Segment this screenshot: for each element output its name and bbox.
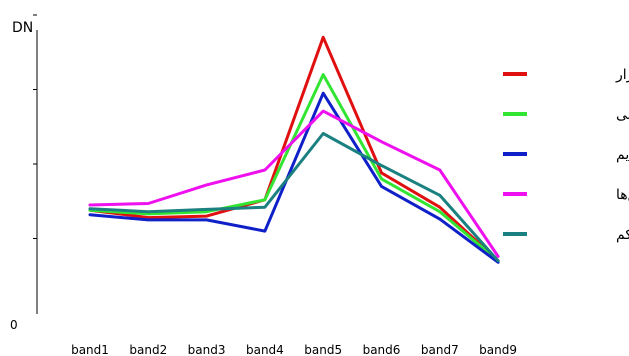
legend-label: باغ‌ها: [616, 187, 629, 203]
series-line-2: [88, 73, 500, 263]
legend-item-2: گندم‌زار آبی: [503, 106, 629, 123]
series-line-5: [88, 132, 500, 263]
series-line-3: [88, 91, 500, 264]
legend-label: گندم‌زار آبی: [616, 106, 629, 123]
legend-item-5: مراتع متراکم: [503, 227, 629, 243]
series-line-4: [88, 109, 500, 258]
x-tick-label-band5: band5: [304, 343, 342, 356]
x-tick-label-band4: band4: [246, 343, 284, 356]
legend-item-1: یونجه‌زار: [503, 67, 629, 83]
legend-label: یونجه‌زار: [615, 67, 629, 83]
y-ticks: [33, 14, 37, 239]
series-line-1: [88, 35, 500, 263]
x-tick-label-band9: band9: [479, 343, 517, 356]
x-tick-labels: band1 band2 band3 band4 band5 band6 band7 band9: [71, 343, 517, 356]
y-axis-label: DN: [12, 20, 33, 36]
legend: یونجه‌زار گندم‌زار آبی گندم‌زار دیم باغ‌ها م…: [503, 67, 629, 243]
x-tick-label-band1: band1: [71, 343, 109, 356]
x-tick-label-band6: band6: [363, 343, 401, 356]
legend-label: مراتع متراکم: [616, 227, 629, 243]
origin-label: 0: [10, 318, 18, 332]
x-tick-label-band3: band3: [188, 343, 226, 356]
x-tick-label-band2: band2: [129, 343, 167, 356]
legend-item-3: گندم‌زار دیم: [503, 146, 629, 163]
x-tick-label-band7: band7: [421, 343, 459, 356]
legend-item-4: باغ‌ها: [503, 187, 629, 203]
series-lines: [88, 35, 500, 264]
legend-label: گندم‌زار دیم: [616, 146, 629, 163]
